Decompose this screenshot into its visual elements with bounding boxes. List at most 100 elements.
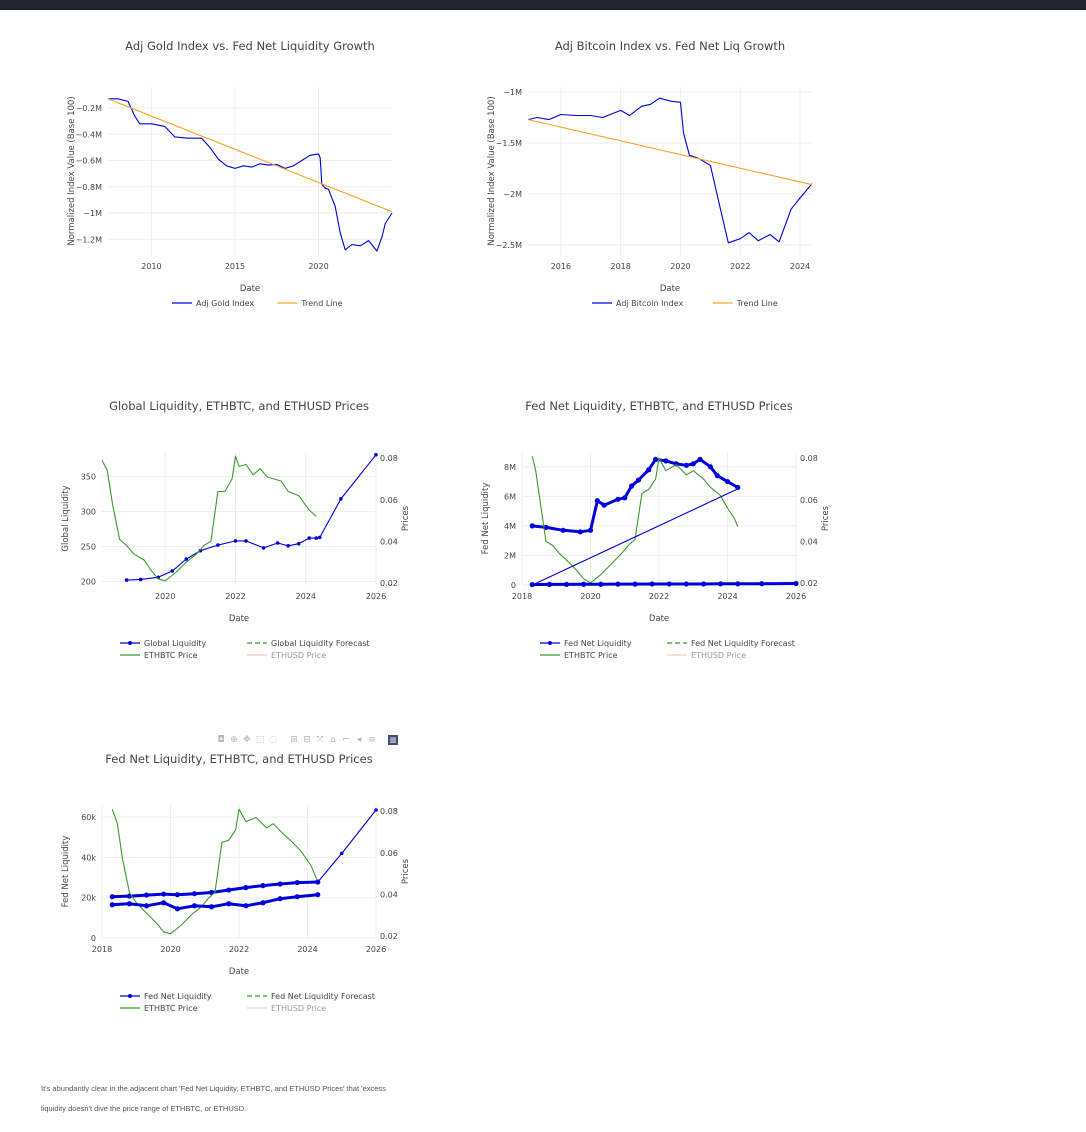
plotly-modebar: ◘ ⊕ ✥ ⬚ ◌ ⊞ ⊟ ⤧ ⌂ ⌐ ◂ ≡ ▥	[216, 733, 398, 747]
pan-icon[interactable]: ✥	[243, 735, 251, 745]
legend-entry: Fed Net Liquidity Forecast	[691, 639, 795, 648]
hover-compare-icon[interactable]: ≡	[368, 735, 376, 745]
data-point	[598, 581, 604, 587]
chart-bitcoin[interactable]: Adj Bitcoin Index vs. Fed Net Liq Growth…	[480, 30, 860, 320]
x-tick-label: 2020	[308, 262, 328, 271]
data-point	[294, 894, 300, 900]
chart-fed-net-liquidity-top[interactable]: Fed Net Liquidity, ETHBTC, and ETHUSD Pr…	[480, 390, 860, 680]
x-tick-label: 2020	[580, 592, 600, 601]
legend-entry: ETHUSD Price	[271, 651, 326, 660]
y2-tick-label: 0.06	[380, 849, 398, 858]
x-tick-label: 2026	[786, 592, 806, 601]
x-axis-label: Date	[229, 967, 249, 977]
camera-icon[interactable]: ◘	[217, 735, 225, 745]
data-point	[683, 462, 689, 468]
data-point	[314, 536, 319, 540]
plotly-logo-icon[interactable]: ▥	[388, 735, 398, 745]
y2-tick-label: 0.02	[380, 579, 398, 588]
x-tick-label: 2024	[296, 592, 316, 601]
series-line-fed-net-liquidity	[532, 457, 739, 534]
data-point	[226, 901, 232, 907]
data-point	[714, 473, 720, 479]
y-axis-label: Global Liquidity	[61, 485, 71, 551]
data-point	[759, 581, 765, 587]
lasso-icon[interactable]: ◌	[269, 735, 277, 745]
legend-entry: ETHUSD Price	[271, 1004, 326, 1013]
x-tick-label: 2022	[649, 592, 669, 601]
legend-marker	[548, 641, 552, 645]
legend-entry: Global Liquidity Forecast	[271, 639, 370, 648]
data-point	[707, 464, 713, 470]
x-axis-label: Date	[229, 614, 249, 624]
x-tick-label: 2022	[225, 592, 245, 601]
chart-gold[interactable]: Adj Gold Index vs. Fed Net Liquidity Gro…	[60, 30, 440, 320]
box-select-icon[interactable]: ⬚	[255, 735, 265, 745]
data-point	[339, 497, 343, 501]
y-tick-label: −0.6M	[76, 157, 102, 166]
spike-lines-icon[interactable]: ⌐	[342, 735, 350, 745]
data-point	[629, 483, 635, 489]
y2-axis-label: Prices	[401, 505, 411, 531]
legend-marker	[128, 994, 132, 998]
legend-entry: Adj Bitcoin Index	[616, 299, 683, 308]
y-tick-label: −0.4M	[76, 130, 102, 139]
legend-entry: ETHBTC Price	[144, 651, 198, 660]
data-point	[109, 902, 115, 908]
footer-text-line1: It's abundantly clear in the adjacent ch…	[41, 1084, 386, 1093]
y-tick-label: −2.5M	[496, 241, 522, 250]
y-tick-label: −0.8M	[76, 183, 102, 192]
y-tick-label: 300	[81, 508, 96, 517]
data-point	[697, 456, 703, 462]
zoom-out-icon[interactable]: ⊟	[303, 735, 311, 745]
data-point	[307, 536, 312, 540]
y-tick-label: 250	[81, 543, 96, 552]
chart-fed-net-liquidity-bottom[interactable]: Fed Net Liquidity, ETHBTC, and ETHUSD Pr…	[60, 743, 440, 1033]
autoscale-icon[interactable]: ⤧	[316, 735, 324, 745]
data-point	[374, 808, 378, 812]
data-point	[126, 901, 132, 907]
x-axis-label: Date	[240, 284, 260, 294]
x-tick-label: 2018	[512, 592, 532, 601]
data-point	[315, 892, 321, 898]
data-point	[275, 541, 280, 545]
reset-axes-icon[interactable]: ⌂	[330, 735, 336, 745]
zoom-in-icon[interactable]: ⊞	[290, 735, 298, 745]
x-axis-label: Date	[649, 614, 669, 624]
legend-entry: ETHUSD Price	[691, 651, 746, 660]
data-point	[374, 453, 378, 457]
data-point	[198, 548, 203, 553]
y-tick-label: 0	[511, 581, 516, 590]
y2-tick-label: 0.04	[380, 890, 398, 899]
data-point	[109, 894, 115, 900]
data-point	[666, 581, 672, 587]
y-tick-label: 350	[81, 473, 96, 482]
data-point	[632, 581, 638, 587]
y-tick-label: 60k	[81, 813, 96, 822]
data-point	[718, 581, 724, 587]
chart-global-liquidity[interactable]: Global Liquidity, ETHBTC, and ETHUSD Pri…	[60, 390, 440, 680]
data-point	[261, 546, 266, 550]
chart-title: Adj Bitcoin Index vs. Fed Net Liq Growth	[555, 39, 785, 53]
zoom-icon[interactable]: ⊕	[230, 735, 238, 745]
x-tick-label: 2024	[297, 945, 317, 954]
data-point	[143, 903, 150, 909]
data-point	[174, 892, 180, 898]
x-tick-label: 2020	[155, 592, 175, 601]
data-point	[226, 887, 232, 893]
hover-closest-icon[interactable]: ◂	[356, 735, 362, 745]
data-point	[339, 851, 344, 856]
x-tick-label: 2016	[551, 262, 571, 271]
x-tick-label: 2018	[92, 945, 112, 954]
series-line-secondary	[112, 893, 318, 911]
x-tick-label: 2024	[790, 262, 810, 271]
chart-title: Global Liquidity, ETHBTC, and ETHUSD Pri…	[109, 399, 369, 413]
y2-axis-label: Prices	[821, 505, 831, 531]
series-line-ethbtc-price	[111, 808, 319, 935]
legend-entry: Global Liquidity	[144, 639, 207, 648]
data-point	[652, 456, 659, 462]
legend-entry: ETHBTC Price	[564, 651, 618, 660]
data-point	[663, 458, 669, 464]
data-point	[315, 880, 320, 884]
data-point	[793, 580, 799, 587]
y2-tick-label: 0.08	[380, 807, 398, 816]
